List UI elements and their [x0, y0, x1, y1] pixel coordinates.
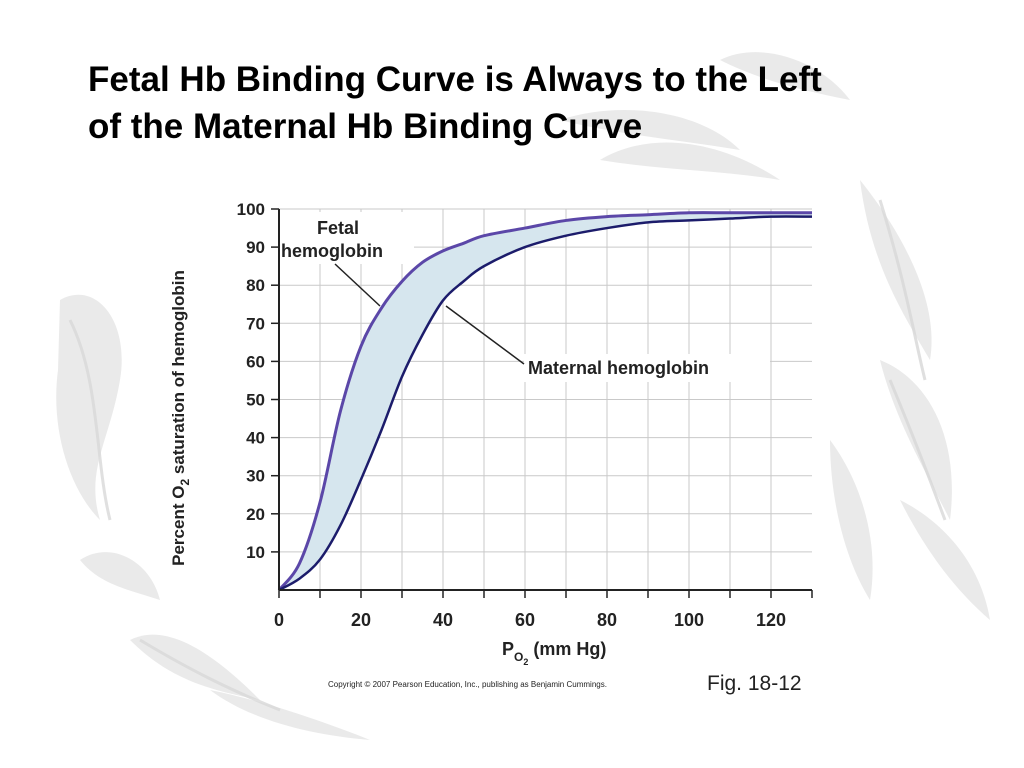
y-tick-label: 80	[246, 276, 265, 295]
copyright-notice: Copyright © 2007 Pearson Education, Inc.…	[328, 680, 607, 689]
y-tick-label: 10	[246, 543, 265, 562]
fetal-hemoglobin-curve	[277, 211, 812, 591]
y-tick-label: 50	[246, 391, 265, 410]
y-tick-label: 100	[237, 200, 265, 219]
y-axis-label-part2: saturation of hemoglobin	[169, 270, 188, 479]
fetal-label-pointer	[334, 263, 381, 307]
curve-gap-fill	[279, 212, 812, 590]
maternal-label-pointer	[445, 305, 525, 365]
y-axis-label-part1: Percent O	[169, 486, 188, 566]
slide-title-line2: of the Maternal Hb Binding Curve	[88, 107, 643, 146]
x-tick-label: 80	[597, 610, 617, 630]
figure-number: Fig. 18-12	[707, 672, 802, 695]
y-tick-label: 40	[246, 429, 265, 448]
maternal-hemoglobin-curve	[278, 215, 813, 592]
x-axis-label-rest: (mm Hg)	[528, 639, 606, 659]
x-tick-label: 100	[674, 610, 704, 630]
slide-title: Fetal Hb Binding Curve is Always to the …	[88, 56, 968, 150]
y-tick-label: 20	[246, 505, 265, 524]
y-tick-label: 70	[246, 314, 265, 333]
tick-labels: 0 20 40 60 80 100 120 10 20 30 40 50 60 70 80 90 100	[237, 200, 786, 630]
y-axis-label: Percent O2 saturation of hemoglobin	[169, 270, 192, 566]
x-axis-label-main: P	[502, 639, 514, 659]
y-tick-label: 30	[246, 467, 265, 486]
x-tick-label: 40	[433, 610, 453, 630]
axes	[271, 208, 813, 598]
x-axis-label-sub: O	[514, 650, 523, 664]
x-tick-label: 60	[515, 610, 535, 630]
fetal-label-line2: hemoglobin	[281, 241, 383, 261]
y-axis-label-sub: 2	[178, 479, 192, 486]
y-tick-label: 60	[246, 352, 265, 371]
fetal-label-line1: Fetal	[317, 218, 359, 238]
maternal-label: Maternal hemoglobin	[528, 358, 709, 378]
y-tick-label: 90	[246, 238, 265, 257]
x-axis-label: PO2 (mm Hg)	[502, 639, 606, 667]
x-tick-label: 120	[756, 610, 786, 630]
x-tick-label: 20	[351, 610, 371, 630]
maternal-label-bg	[524, 354, 770, 382]
x-axis-label-subsub: 2	[523, 657, 528, 667]
x-tick-label: 0	[274, 610, 284, 630]
slide-title-line1: Fetal Hb Binding Curve is Always to the …	[88, 60, 822, 99]
fetal-label-bg	[280, 212, 414, 264]
grid	[279, 208, 812, 590]
